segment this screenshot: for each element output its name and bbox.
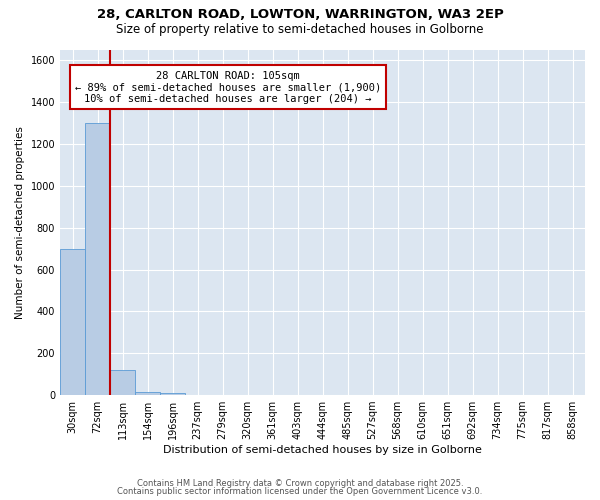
Bar — [85, 123, 110, 395]
Text: Contains HM Land Registry data © Crown copyright and database right 2025.: Contains HM Land Registry data © Crown c… — [137, 478, 463, 488]
Text: Contains public sector information licensed under the Open Government Licence v3: Contains public sector information licen… — [118, 487, 482, 496]
X-axis label: Distribution of semi-detached houses by size in Golborne: Distribution of semi-detached houses by … — [163, 445, 482, 455]
Bar — [135, 392, 160, 395]
Bar — [110, 370, 135, 395]
Bar — [160, 393, 185, 395]
Bar — [60, 248, 85, 395]
Y-axis label: Number of semi-detached properties: Number of semi-detached properties — [15, 126, 25, 319]
Text: 28 CARLTON ROAD: 105sqm
← 89% of semi-detached houses are smaller (1,900)
10% of: 28 CARLTON ROAD: 105sqm ← 89% of semi-de… — [75, 70, 381, 104]
Text: 28, CARLTON ROAD, LOWTON, WARRINGTON, WA3 2EP: 28, CARLTON ROAD, LOWTON, WARRINGTON, WA… — [97, 8, 503, 20]
Text: Size of property relative to semi-detached houses in Golborne: Size of property relative to semi-detach… — [116, 22, 484, 36]
